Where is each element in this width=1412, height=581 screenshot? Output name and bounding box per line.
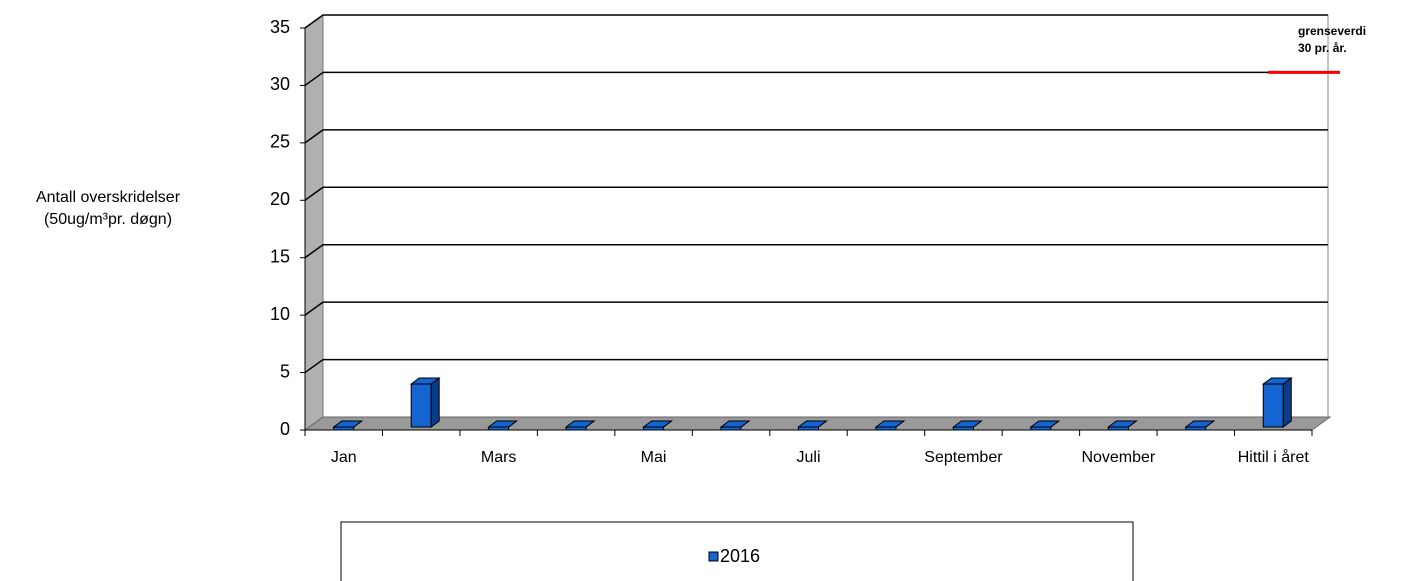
y-tick-label: 5 <box>280 361 290 381</box>
x-tick-label: Mai <box>641 449 667 466</box>
bar-side <box>585 420 595 428</box>
threshold-label: 30 pr. år. <box>1298 41 1347 55</box>
bar-side <box>1050 420 1060 428</box>
x-tick-label: November <box>1081 449 1155 466</box>
grid-line <box>304 358 324 374</box>
grid-line <box>304 244 324 259</box>
bar-side <box>1282 377 1292 428</box>
y-tick-label: 15 <box>270 246 290 266</box>
side-wall <box>304 14 324 431</box>
bar-side <box>818 420 827 428</box>
y-label: (50ug/m³pr. døgn) <box>44 211 172 228</box>
grid-line <box>304 71 324 87</box>
bar-side <box>663 420 672 428</box>
y-tick-label: 10 <box>270 304 290 324</box>
x-tick-label: Juli <box>796 449 820 466</box>
bar-side <box>430 377 440 428</box>
x-tick-label: Jan <box>331 449 357 466</box>
grid-line <box>304 186 324 201</box>
bar-side <box>895 420 905 428</box>
bar-side <box>740 420 750 428</box>
y-label: Antall overskridelser <box>36 189 181 206</box>
bar <box>1262 383 1284 428</box>
x-tick-label: September <box>924 449 1003 466</box>
bar-side <box>353 420 363 428</box>
legend-swatch <box>708 551 719 562</box>
y-tick-label: 0 <box>280 419 290 439</box>
y-tick-label: 25 <box>270 132 290 152</box>
y-tick-label: 30 <box>270 74 290 94</box>
grid-line <box>304 14 324 29</box>
grid-line <box>304 301 324 316</box>
bar-side <box>508 420 517 428</box>
back-wall <box>322 14 1329 418</box>
y-tick-label: 35 <box>270 17 290 37</box>
x-tick-label: Mars <box>481 449 517 466</box>
threshold-label: grenseverdi <box>1298 24 1366 38</box>
grid-line <box>304 129 324 144</box>
bar <box>410 383 432 428</box>
legend-label: 2016 <box>720 546 760 566</box>
legend-box <box>340 521 1134 581</box>
bar-side <box>973 420 982 428</box>
bar-side <box>1205 420 1215 428</box>
x-tick-label: Hittil i året <box>1238 448 1310 466</box>
bar-side <box>1128 420 1137 428</box>
y-tick-label: 20 <box>270 189 290 209</box>
